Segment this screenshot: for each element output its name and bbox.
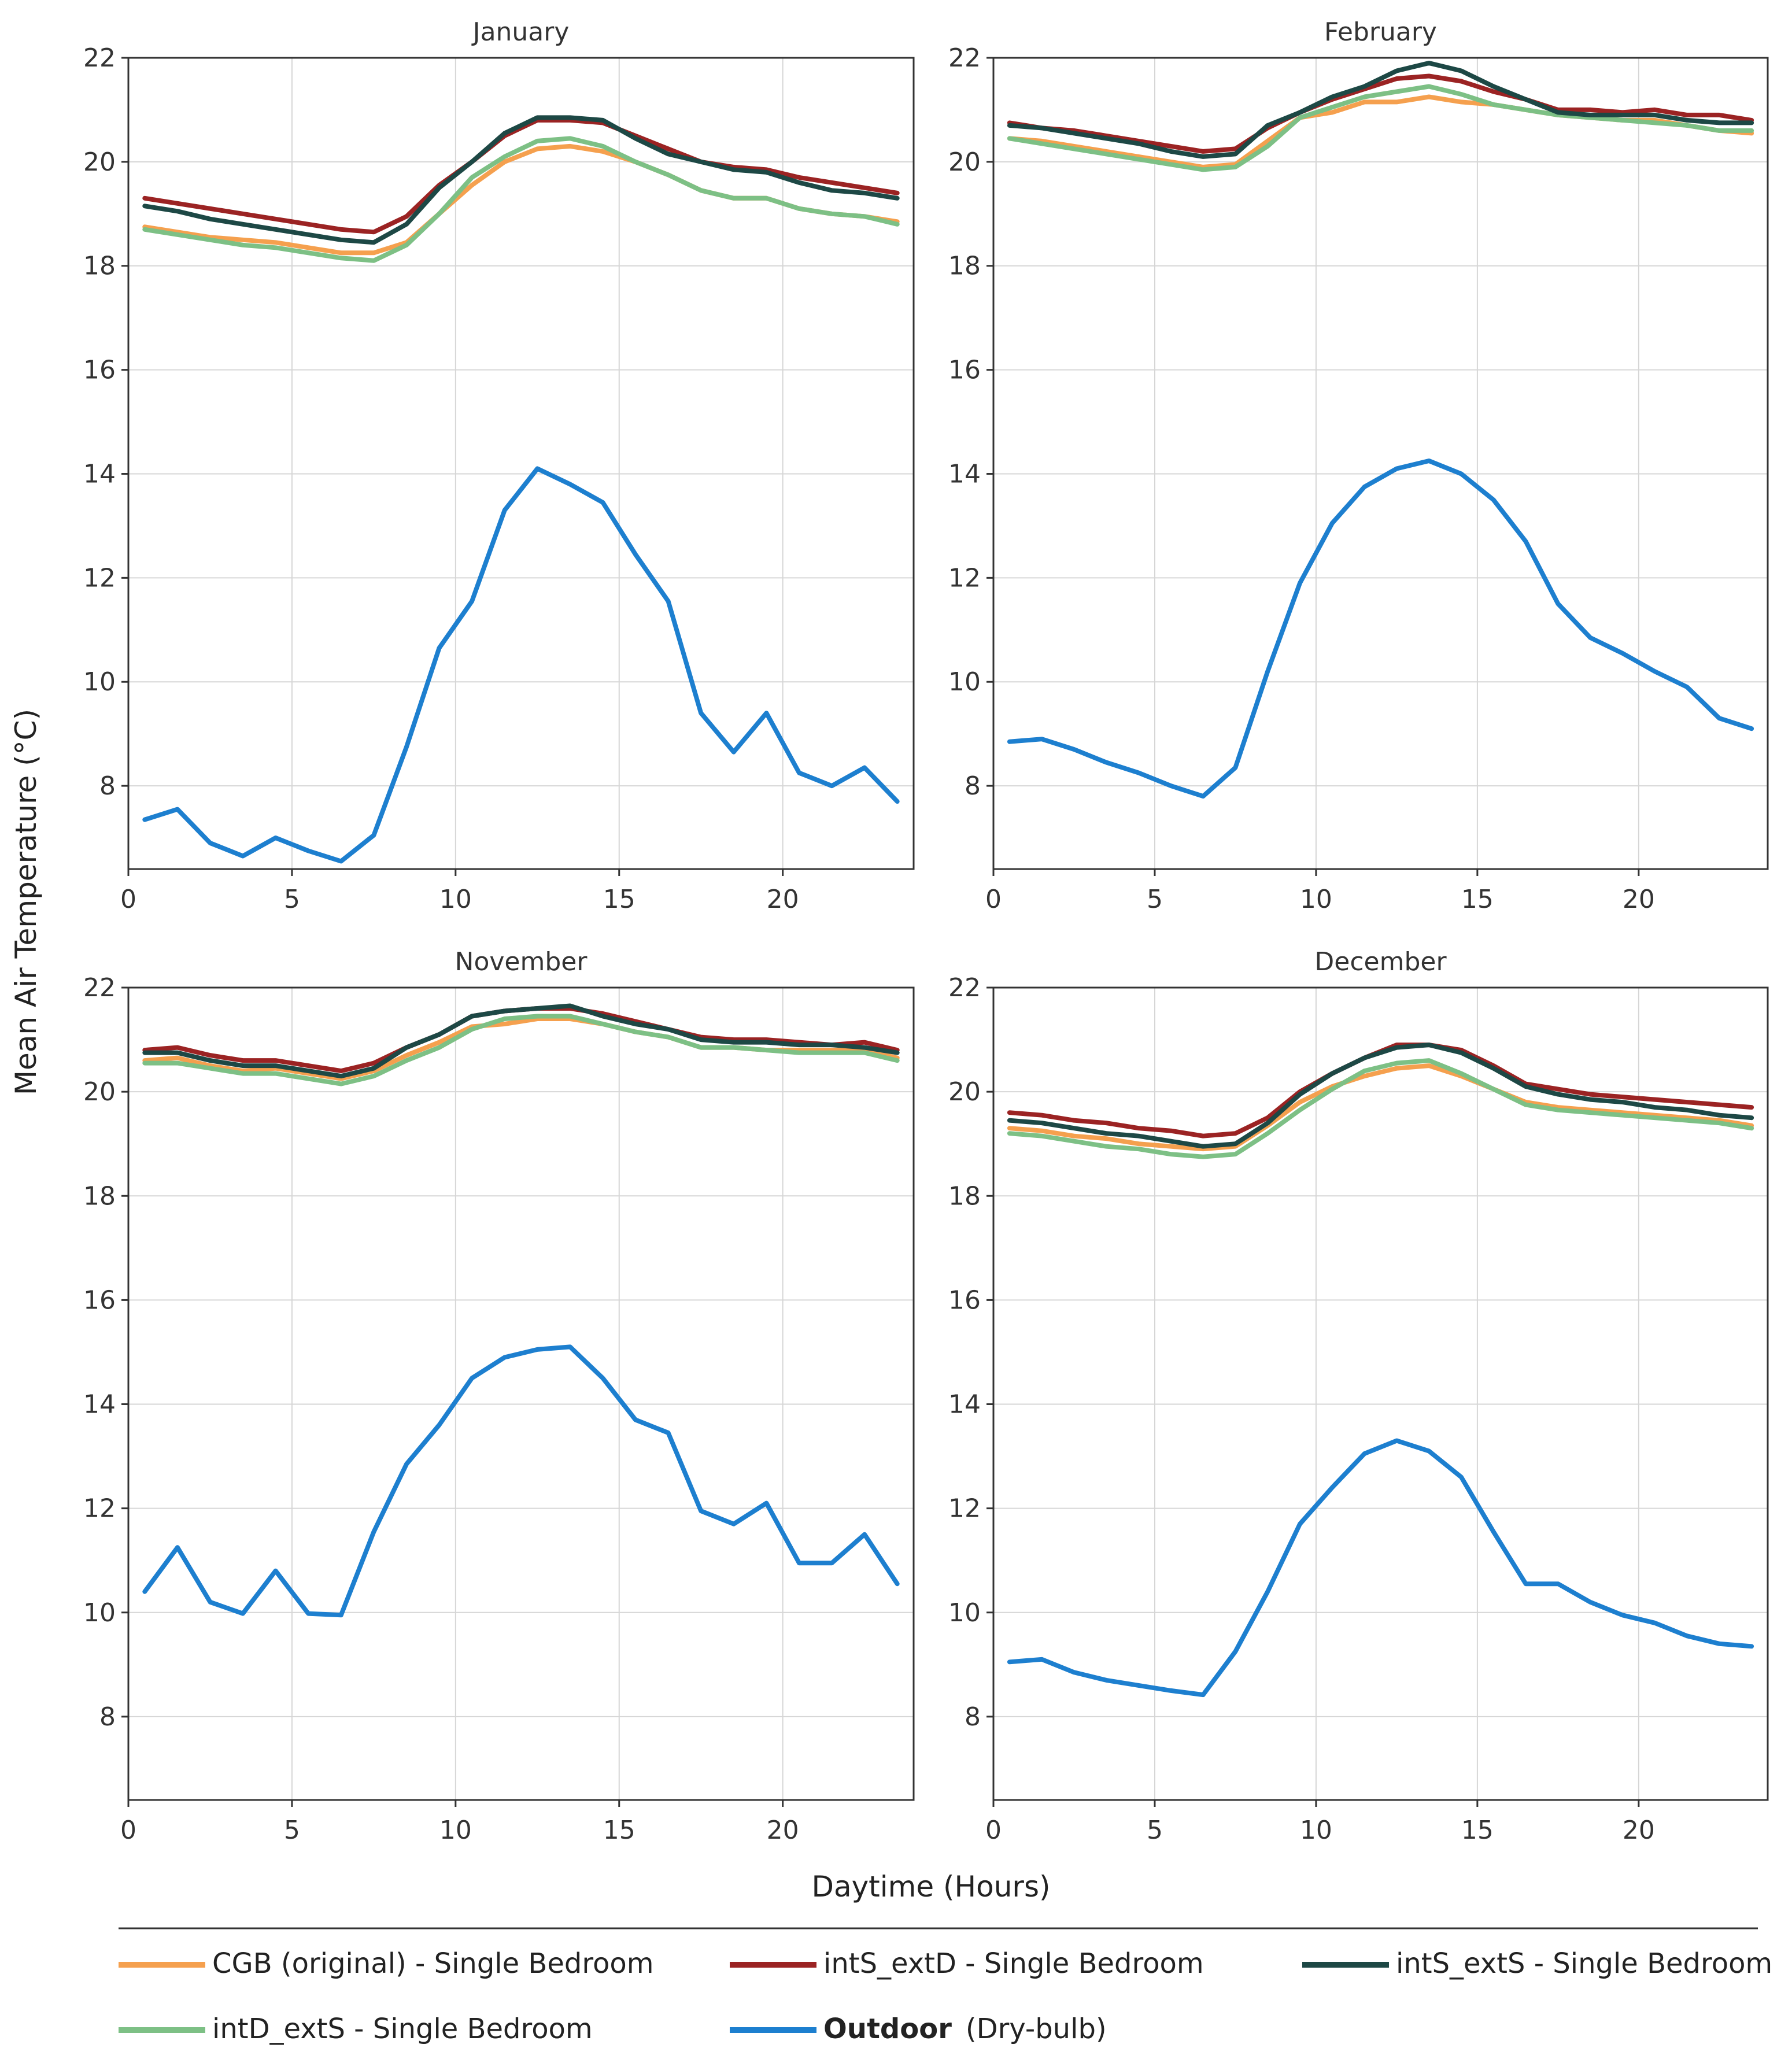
- legend-label: intD_extS - Single Bedroom: [212, 2013, 593, 2045]
- series-line-ints_exts: [1007, 1043, 1754, 1149]
- y-tick-label: 22: [83, 43, 116, 73]
- series-line-intd_exts: [142, 1014, 900, 1086]
- chart-panel-november: 0 5 10 15 20 8 10 12 14 16 18 20 22 November: [83, 947, 915, 1845]
- chart-panels: 0 5 10 15 20 8 10 12 14 16 18 20 22 January 0 5 10 15 20 8 1…: [83, 17, 1769, 1845]
- series-line-outdoor: [142, 466, 900, 864]
- y-axis-title: Mean Air Temperature (°C): [9, 709, 43, 1095]
- panel-title: February: [1324, 17, 1437, 47]
- y-tick-label: 10: [83, 667, 116, 697]
- y-tick-label: 18: [948, 1181, 981, 1211]
- x-tick-label: 10: [1300, 1816, 1332, 1845]
- y-tick-label: 16: [948, 356, 981, 385]
- x-tick-label: 0: [985, 885, 1002, 914]
- x-tick-label: 10: [439, 885, 472, 914]
- series-line-ints_exts: [1007, 61, 1754, 159]
- legend-item-ints_exts: intS_extS - Single Bedroom: [1302, 1947, 1772, 1980]
- legend-item-intd_exts: intD_extS - Single Bedroom: [119, 2013, 593, 2045]
- y-tick-label: 14: [948, 459, 981, 489]
- y-tick-label: 20: [948, 1077, 981, 1107]
- series-line-outdoor: [1007, 459, 1754, 799]
- x-tick-label: 10: [1300, 885, 1332, 914]
- y-tick-label: 20: [83, 147, 116, 177]
- x-tick-label: 15: [1461, 885, 1494, 914]
- series-line-outdoor: [1007, 1438, 1754, 1698]
- y-tick-label: 10: [948, 1598, 981, 1628]
- x-tick-label: 5: [284, 1816, 300, 1845]
- y-tick-label: 10: [948, 667, 981, 697]
- chart-panel-december: 0 5 10 15 20 8 10 12 14 16 18 20 22 December: [948, 947, 1769, 1845]
- x-tick-label: 20: [767, 1816, 799, 1845]
- y-tick-label: 8: [99, 1702, 116, 1732]
- series-line-ints_extd: [1007, 73, 1754, 154]
- x-tick-label: 0: [120, 1816, 136, 1845]
- series-line-intd_exts: [1007, 84, 1754, 172]
- y-tick-label: 8: [99, 771, 116, 801]
- x-tick-label: 15: [603, 885, 635, 914]
- series-line-ints_exts: [142, 115, 900, 245]
- x-tick-label: 20: [1623, 885, 1655, 914]
- x-tick-label: 20: [1623, 1816, 1655, 1845]
- x-tick-label: 0: [120, 885, 136, 914]
- x-tick-label: 15: [603, 1816, 635, 1845]
- legend-label: intS_extD - Single Bedroom: [823, 1947, 1204, 1980]
- series-line-intd_exts: [142, 136, 900, 263]
- y-tick-label: 22: [948, 43, 981, 73]
- plot-frame: [992, 986, 1769, 1801]
- series-line-intd_exts: [1007, 1058, 1754, 1159]
- legend-label-suffix: (Dry-bulb): [966, 2013, 1107, 2045]
- y-tick-label: 10: [83, 1598, 116, 1628]
- y-tick-label: 20: [948, 147, 981, 177]
- x-tick-label: 10: [439, 1816, 472, 1845]
- y-tick-label: 22: [83, 973, 116, 1003]
- y-tick-label: 22: [948, 973, 981, 1003]
- y-tick-label: 18: [83, 252, 116, 281]
- panel-title: December: [1314, 947, 1447, 977]
- legend-item-cgb: CGB (original) - Single Bedroom: [119, 1947, 654, 1980]
- x-tick-label: 0: [985, 1816, 1002, 1845]
- x-tick-label: 20: [767, 885, 799, 914]
- y-tick-label: 12: [83, 563, 116, 593]
- y-tick-label: 18: [948, 252, 981, 281]
- plot-frame: [992, 57, 1769, 870]
- x-tick-label: 15: [1461, 1816, 1494, 1845]
- y-tick-label: 14: [948, 1390, 981, 1420]
- plot-frame: [127, 986, 915, 1801]
- x-tick-label: 5: [284, 885, 300, 914]
- y-tick-label: 8: [965, 771, 981, 801]
- y-tick-label: 14: [83, 1390, 116, 1420]
- chart-panel-january: 0 5 10 15 20 8 10 12 14 16 18 20 22 January: [83, 17, 915, 914]
- plot-frame: [127, 57, 915, 870]
- legend-label: intS_extS - Single Bedroom: [1396, 1947, 1772, 1980]
- panel-title: November: [455, 947, 588, 977]
- series-line-cgb: [1007, 1063, 1754, 1152]
- legend-item-ints_extd: intS_extD - Single Bedroom: [730, 1947, 1204, 1980]
- x-axis-title: Daytime (Hours): [811, 1870, 1050, 1903]
- series-line-outdoor: [142, 1344, 900, 1618]
- y-tick-label: 8: [965, 1702, 981, 1732]
- y-tick-label: 16: [83, 356, 116, 385]
- series-line-ints_exts: [142, 1003, 900, 1079]
- y-tick-label: 18: [83, 1181, 116, 1211]
- x-tick-label: 5: [1147, 885, 1163, 914]
- y-tick-label: 14: [83, 459, 116, 489]
- x-tick-label: 5: [1147, 1816, 1163, 1845]
- panel-title: January: [471, 17, 570, 47]
- series-line-ints_extd: [142, 117, 900, 235]
- chart-panel-february: 0 5 10 15 20 8 10 12 14 16 18 20 22 February: [948, 17, 1769, 914]
- y-tick-label: 20: [83, 1077, 116, 1107]
- y-tick-label: 12: [948, 563, 981, 593]
- legend-label: CGB (original) - Single Bedroom: [212, 1947, 654, 1980]
- y-tick-label: 12: [948, 1494, 981, 1524]
- y-tick-label: 16: [948, 1285, 981, 1315]
- y-tick-label: 12: [83, 1494, 116, 1524]
- y-tick-label: 16: [83, 1285, 116, 1315]
